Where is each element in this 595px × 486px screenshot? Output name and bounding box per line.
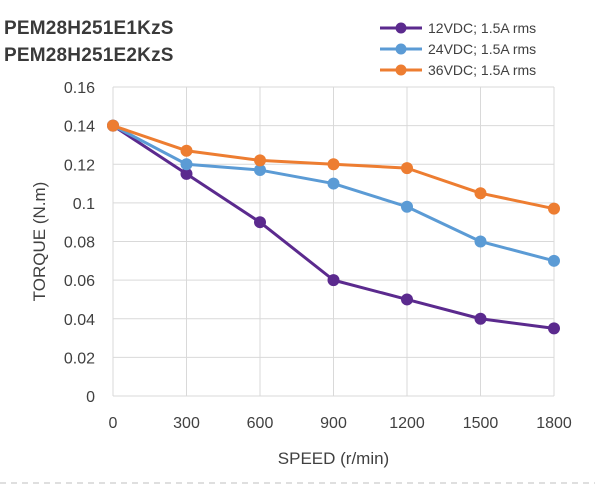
data-point bbox=[254, 216, 266, 229]
series-3 bbox=[107, 119, 560, 215]
x-tick-label: 1800 bbox=[536, 415, 572, 432]
y-tick-label: 0.08 bbox=[64, 235, 95, 252]
series-lines bbox=[107, 119, 560, 335]
y-tick-label: 0.02 bbox=[64, 350, 95, 367]
legend-marker bbox=[395, 43, 407, 55]
y-axis-label: TORQUE (N.m) bbox=[30, 182, 49, 302]
data-point bbox=[474, 187, 487, 200]
y-tick-label: 0.14 bbox=[64, 119, 95, 136]
data-point bbox=[254, 154, 266, 167]
data-point bbox=[180, 144, 193, 157]
data-point bbox=[180, 167, 193, 180]
legend-marker bbox=[395, 64, 407, 76]
legend-entry: 12VDC; 1.5A rms bbox=[428, 20, 536, 36]
data-point bbox=[327, 158, 340, 171]
y-tick-label: 0.12 bbox=[64, 157, 95, 174]
data-point bbox=[401, 293, 413, 306]
legend-entry: 24VDC; 1.5A rms bbox=[428, 41, 536, 57]
axes: 0 0.02 0.04 0.06 0.08 0.1 0.12 0.14 0.16 0 300 600 9… bbox=[64, 80, 572, 432]
data-point bbox=[548, 322, 560, 335]
x-axis-label: SPEED (r/min) bbox=[278, 449, 389, 468]
x-tick-label: 300 bbox=[173, 415, 200, 432]
chart-title-block: PEM28H251E1KzS PEM28H251E2KzS bbox=[4, 15, 174, 69]
data-point bbox=[254, 164, 266, 177]
y-tick-label: 0.04 bbox=[64, 312, 95, 329]
data-point bbox=[107, 119, 119, 132]
model-title-1: PEM28H251E1KzS bbox=[4, 18, 174, 39]
data-point bbox=[474, 312, 487, 325]
data-point bbox=[327, 177, 340, 190]
data-point bbox=[548, 254, 560, 267]
data-point bbox=[401, 200, 413, 213]
legend-marker bbox=[395, 22, 407, 34]
x-tick-label: 0 bbox=[109, 415, 118, 432]
x-tick-label: 1200 bbox=[389, 415, 425, 432]
y-tick-label: 0.1 bbox=[73, 196, 95, 213]
x-tick-label: 600 bbox=[247, 415, 274, 432]
data-point bbox=[474, 235, 487, 248]
y-tick-label: 0.06 bbox=[64, 273, 95, 290]
data-point bbox=[180, 158, 193, 171]
y-tick-label: 0 bbox=[86, 389, 95, 406]
x-tick-label: 1500 bbox=[463, 415, 499, 432]
gridlines bbox=[112, 86, 555, 397]
data-point bbox=[548, 202, 560, 215]
y-tick-label: 0.16 bbox=[64, 80, 95, 97]
data-point bbox=[401, 162, 413, 175]
data-point bbox=[327, 274, 340, 287]
legend: 12VDC; 1.5A rms 24VDC; 1.5A rms 36VDC; 1.5… bbox=[380, 20, 536, 78]
x-tick-label: 900 bbox=[320, 415, 347, 432]
model-title-2: PEM28H251E2KzS bbox=[4, 45, 174, 66]
legend-entry: 36VDC; 1.5A rms bbox=[428, 62, 536, 78]
